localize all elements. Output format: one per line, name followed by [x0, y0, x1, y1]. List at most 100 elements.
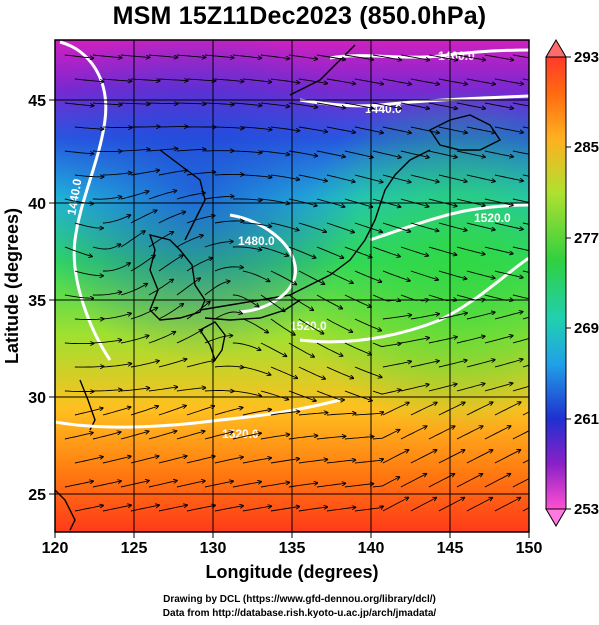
streamline [522, 316, 529, 320]
streamline [484, 426, 511, 440]
streamline [204, 196, 234, 200]
streamline [102, 456, 131, 464]
streamline [74, 175, 104, 177]
streamline [232, 390, 261, 396]
streamline [484, 336, 513, 344]
streamline [232, 199, 262, 200]
streamline [232, 246, 262, 250]
streamline [326, 126, 355, 133]
streamline [204, 391, 234, 392]
streamline [176, 278, 200, 296]
streamline [512, 150, 529, 155]
streamline [512, 338, 529, 344]
contour-line-7 [55, 398, 341, 429]
streamline [232, 482, 261, 488]
streamline [214, 408, 243, 416]
streamline [242, 270, 270, 281]
streamline [186, 505, 215, 512]
streamline [186, 216, 215, 224]
streamline [148, 431, 177, 440]
streamline [242, 366, 271, 375]
streamline [316, 294, 342, 309]
streamline [326, 507, 356, 512]
hokkaido [428, 114, 502, 151]
colorbar-tick-label: 253 [574, 501, 599, 518]
streamline [326, 413, 356, 415]
streamline [494, 270, 523, 278]
contour-label: 1520.0 [474, 211, 511, 225]
streamline [288, 246, 316, 258]
streamline [214, 312, 242, 320]
streamline [130, 505, 159, 512]
streamline [438, 78, 467, 84]
streamline [214, 221, 244, 224]
streamline [242, 318, 268, 333]
streamline [326, 318, 353, 332]
streamline [484, 474, 511, 488]
streamline [204, 481, 233, 488]
streamline [130, 170, 159, 176]
streamline [74, 408, 103, 416]
streamline [74, 505, 103, 512]
streamline [130, 79, 160, 81]
streamline [260, 342, 287, 356]
streamline [372, 477, 400, 488]
streamline [522, 222, 529, 225]
streamline [456, 384, 485, 392]
streamline [242, 410, 271, 416]
streamline [158, 79, 188, 81]
streamline [158, 212, 186, 224]
streamline [522, 174, 529, 177]
streamline [316, 390, 344, 400]
streamline [120, 336, 149, 344]
streamline [410, 498, 437, 512]
streamline [120, 149, 150, 151]
colorbar-tick-label: 285 [574, 139, 599, 156]
streamline [466, 270, 495, 278]
streamline [400, 102, 429, 109]
streamline [92, 292, 122, 296]
streamline [120, 481, 149, 488]
streamline [298, 270, 325, 284]
streamline [74, 319, 104, 320]
streamline [344, 390, 372, 401]
streamline [512, 385, 529, 392]
streamline [428, 54, 457, 60]
streamline [270, 174, 299, 180]
streamline [438, 174, 467, 182]
streamline [466, 174, 495, 181]
streamline [382, 498, 409, 512]
streamline [522, 126, 529, 129]
streamline [102, 215, 130, 224]
x-tick-label: 120 [42, 540, 69, 557]
streamline [214, 267, 243, 272]
contour-label: 1520.0 [290, 319, 327, 333]
streamline [494, 126, 523, 133]
streamline [148, 232, 174, 248]
streamline [456, 54, 485, 60]
streamline [158, 170, 187, 176]
streamline [326, 174, 355, 182]
streamline [270, 459, 300, 464]
streamline [148, 387, 178, 392]
streamline [176, 193, 205, 200]
streamline [158, 406, 186, 416]
streamline [382, 403, 409, 416]
y-tick-label: 30 [28, 390, 46, 407]
colorbar-tick-label: 261 [574, 411, 599, 428]
streamline [176, 149, 206, 151]
streamline [288, 342, 314, 357]
streamline [120, 103, 150, 104]
streamline [484, 246, 513, 254]
streamline [382, 361, 411, 368]
colorbar-bottom-arrow [545, 508, 567, 527]
streamline [494, 312, 523, 320]
streamline [214, 78, 244, 82]
kyushu [198, 321, 226, 362]
streamline [382, 126, 411, 133]
streamline [410, 222, 439, 231]
streamline [438, 498, 465, 512]
streamline [232, 433, 261, 440]
streamline [186, 79, 216, 81]
streamline [242, 458, 271, 464]
